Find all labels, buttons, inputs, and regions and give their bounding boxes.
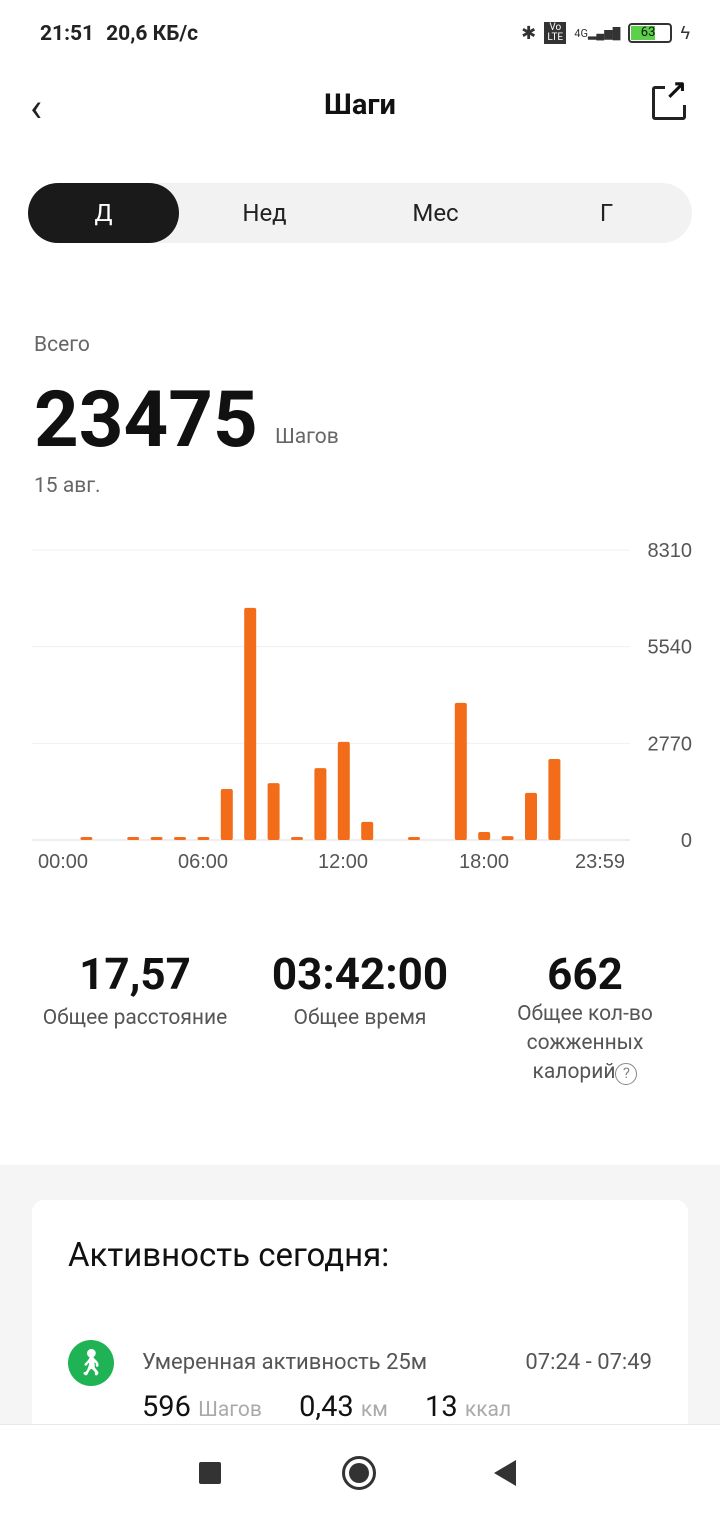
volte-icon: Vo LTE [544,22,567,44]
steps-unit: Шагов [275,425,339,449]
walking-icon: 🚶︎ [68,1340,114,1386]
time-value: 03:42:00 [271,948,449,1000]
bar-hour-19 [501,836,514,840]
x-tick-label: 23:59 [575,851,625,873]
share-icon: ↗ [665,75,687,105]
activity-steps: 596 [142,1390,191,1424]
kcal-unit: ккал [464,1398,512,1422]
back-button[interactable]: ‹ [30,84,43,131]
steps-unit: Шагов [198,1398,262,1422]
activity-time: 07:24 - 07:49 [525,1350,652,1375]
bar-hour-7 [220,789,233,840]
status-bar: 21:51 20,6 КБ/с [40,22,210,46]
y-tick-label: 2770 [648,733,693,755]
tab-week[interactable]: Нед [242,199,287,227]
bar-hour-1 [80,837,93,840]
share-button[interactable]: ↗ [652,75,687,120]
network-type: 4G [574,26,588,40]
x-tick-label: 18:00 [459,851,509,873]
time-label: Общее время [293,1006,427,1030]
tab-year[interactable]: Г [599,199,614,227]
x-tick-label: 06:00 [178,851,228,873]
page-title: Шаги [324,88,396,122]
x-tick-label: 12:00 [318,851,368,873]
status-icons: ✱ Vo LTE 4G▂▄▆█ 63 ϟ [521,22,690,44]
period-tabs: Д Нед Мес Г [28,183,692,243]
activity-title: Активность сегодня: [68,1236,390,1275]
bar-hour-8 [244,607,257,840]
bluetooth-icon: ✱ [521,22,537,44]
calories-label: Общее кол-во сожженных калорий [517,1002,653,1084]
date-label: 15 авг. [34,474,101,498]
bar-hour-20 [525,792,537,840]
bar-hour-4 [150,837,163,840]
bar-hour-21 [548,759,561,840]
charging-icon: ϟ [680,22,690,44]
net-speed: 20,6 КБ/с [106,22,199,46]
bar-hour-15 [408,837,420,840]
y-tick-label: 0 [681,830,692,852]
bar-hour-17 [454,702,467,840]
calories-value: 662 [547,948,623,1000]
help-icon[interactable]: ? [615,1063,638,1085]
bar-hour-10 [291,837,303,840]
tab-month[interactable]: Мес [412,199,459,227]
bar-hour-3 [127,837,140,840]
stat-distance: 17,57 Общее расстояние [20,948,250,1033]
distance-label: Общее расстояние [42,1006,228,1030]
activity-metrics: 596 Шагов 0,43 км 13 ккал [142,1390,511,1424]
activity-name: Умеренная активность 25м [142,1350,428,1375]
total-label: Всего [34,333,90,357]
battery-level: 63 [631,26,656,40]
distance-value: 17,57 [79,948,191,1000]
recents-button[interactable] [199,1462,221,1484]
bar-hour-6 [197,837,210,840]
system-nav-bar [0,1424,720,1520]
distance-unit: км [360,1398,388,1422]
bar-hour-11 [314,768,327,840]
steps-chart: 8310 5540 2770 0 00:00 06:00 12:00 18:00 23:59 [32,540,693,873]
y-tick-label: 5540 [648,637,693,659]
battery-icon: 63 [628,23,673,43]
back-nav-button[interactable] [494,1460,516,1486]
stat-time: 03:42:00 Общее время [245,948,475,1033]
bar-hour-12 [337,741,350,840]
bar-hour-5 [174,837,186,840]
bar-hour-18 [478,831,491,840]
tab-day[interactable]: Д [28,183,179,243]
clock: 21:51 [40,22,95,46]
activity-kcal: 13 [425,1390,458,1424]
y-tick-label: 8310 [648,540,693,562]
bar-hour-9 [267,783,280,840]
activity-distance: 0,43 [299,1390,354,1424]
x-tick-label: 00:00 [38,851,88,873]
signal-icon: 4G▂▄▆█ [574,26,621,40]
activity-card: Активность сегодня: 🚶︎ Умеренная активно… [32,1200,688,1440]
home-button[interactable] [342,1456,376,1490]
stat-calories: 662 Общее кол-во сожженных калорий? [470,948,700,1087]
bar-hour-13 [361,821,374,840]
total-steps: 23475 [34,375,258,466]
